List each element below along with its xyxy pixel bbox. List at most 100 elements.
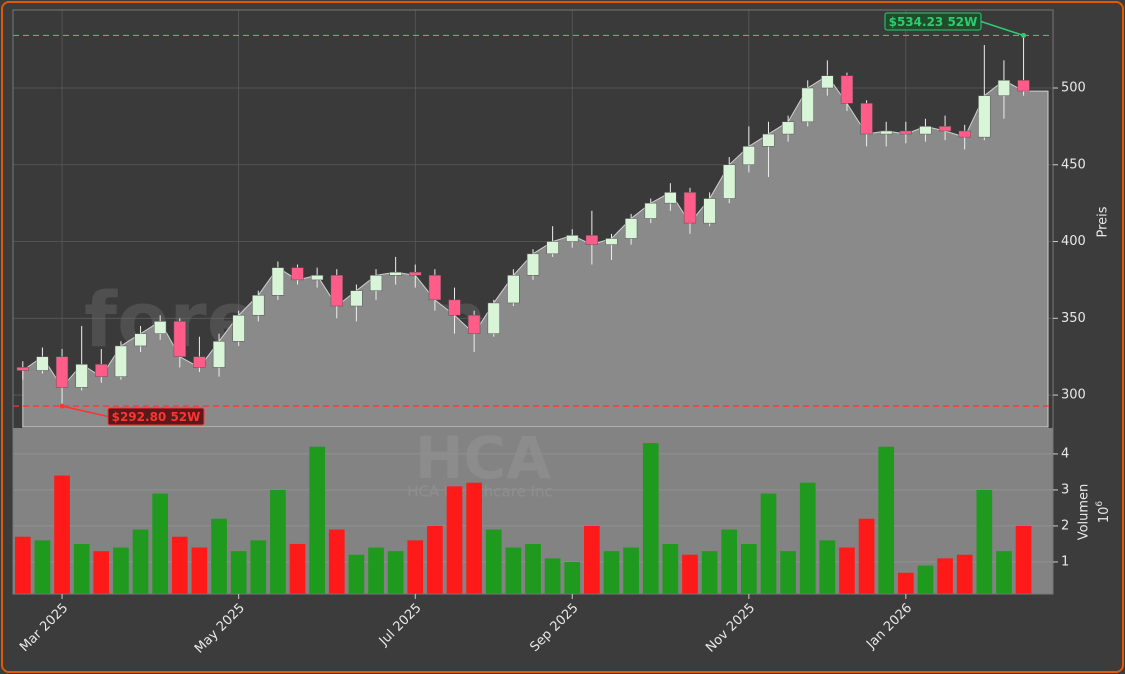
volume-bar xyxy=(780,551,796,594)
candle-body xyxy=(271,267,285,296)
volume-bar xyxy=(34,540,51,594)
volume-bar xyxy=(897,572,914,594)
x-tick-label: Nov 2025 xyxy=(703,601,758,656)
volume-bar xyxy=(171,536,188,594)
candle-body xyxy=(311,275,324,281)
volume-bar xyxy=(1015,525,1032,594)
volume-bar xyxy=(937,558,953,594)
candle-body xyxy=(860,103,873,135)
annotation-box xyxy=(884,12,982,31)
candle-body xyxy=(193,356,206,368)
volume-bar xyxy=(956,554,973,594)
volume-y-tick-label: 1 xyxy=(1061,554,1069,569)
annotation-arrowhead xyxy=(59,403,65,409)
volume-bar xyxy=(584,525,600,594)
y-tick-label: 450 xyxy=(1061,157,1086,172)
candle-body xyxy=(1017,80,1030,92)
volume-bar xyxy=(878,446,895,594)
candle-body xyxy=(16,367,29,371)
annotation-arrow xyxy=(61,405,109,418)
volume-unit: 106 xyxy=(1095,501,1112,524)
candle-body xyxy=(880,130,893,135)
candle-body xyxy=(389,271,402,276)
volume-bar xyxy=(289,543,306,594)
volume-bar xyxy=(701,551,718,594)
ticker-watermark: HCA xyxy=(415,424,551,492)
volume-bar xyxy=(191,547,208,594)
candle-body xyxy=(978,95,991,138)
volume-bar xyxy=(623,547,639,594)
volume-bar xyxy=(132,529,149,594)
unit-exponent: 6 xyxy=(1095,501,1105,507)
volume-bar xyxy=(230,551,247,594)
x-tick-label: Mar 2025 xyxy=(17,601,71,655)
volume-bar xyxy=(73,543,90,594)
candle-body xyxy=(585,235,599,245)
volume-bar xyxy=(152,493,169,594)
candle-body xyxy=(781,121,795,135)
x-tick-label: Jan 2026 xyxy=(863,601,915,653)
volume-bar xyxy=(721,529,738,594)
candle-body xyxy=(134,333,147,347)
volume-bar xyxy=(819,540,836,594)
candle-body xyxy=(958,130,971,138)
volume-bar xyxy=(760,493,777,594)
x-tick-label: May 2025 xyxy=(192,601,248,657)
candle-body xyxy=(369,275,383,291)
volume-bar xyxy=(250,540,267,594)
volume-bar xyxy=(682,554,698,594)
candle-body xyxy=(173,321,186,357)
volume-bar xyxy=(799,482,816,594)
candle-body xyxy=(409,271,422,276)
volume-bar xyxy=(505,547,522,594)
candle-body xyxy=(448,299,461,316)
candle-body xyxy=(526,253,540,276)
candle-body xyxy=(566,235,579,242)
y-tick-label: 350 xyxy=(1061,311,1086,326)
volume-bar xyxy=(211,518,227,594)
volume-bar xyxy=(603,551,620,594)
volume-bar xyxy=(642,443,659,594)
annotation-label: $534.23 52W xyxy=(889,15,978,29)
volume-bar xyxy=(348,554,365,594)
volume-bar xyxy=(113,547,129,594)
candle-body xyxy=(95,364,108,377)
candle-body xyxy=(624,218,638,239)
volume-axis-label: Volumen xyxy=(1077,484,1092,541)
volume-bar xyxy=(485,529,502,594)
candle-body xyxy=(703,198,716,224)
volume-bar xyxy=(446,486,463,594)
volume-bar xyxy=(544,558,561,594)
annotation-box xyxy=(107,407,205,426)
volume-bar xyxy=(466,482,482,594)
candle-body xyxy=(644,202,657,219)
candle-body xyxy=(801,87,814,123)
volume-bar xyxy=(839,547,855,594)
candle-body xyxy=(428,275,442,301)
volume-y-tick-label: 4 xyxy=(1061,446,1069,461)
volume-bar xyxy=(741,543,757,594)
candle-body xyxy=(919,126,932,135)
y-tick-label: 300 xyxy=(1061,388,1086,403)
candle-body xyxy=(467,314,481,334)
volume-bar xyxy=(858,518,875,594)
candle-body xyxy=(36,356,49,371)
candle-body xyxy=(114,345,128,377)
candle-body xyxy=(330,275,343,307)
x-tick-label: Sep 2025 xyxy=(527,601,581,655)
volume-bar xyxy=(328,529,345,594)
marks: $534.23 52W $292.80 52W xyxy=(13,12,1053,594)
annotation-arrow xyxy=(980,20,1024,37)
candle-body xyxy=(212,341,226,368)
volume-bar xyxy=(525,543,541,594)
candle-body xyxy=(507,275,520,304)
volume-bar xyxy=(387,551,404,594)
volume-bar xyxy=(427,525,443,594)
candle-body xyxy=(252,295,265,316)
unit-base: 10 xyxy=(1097,507,1112,524)
volume-bar xyxy=(996,551,1012,594)
candle-body xyxy=(232,314,245,342)
volume-bar xyxy=(54,475,70,594)
